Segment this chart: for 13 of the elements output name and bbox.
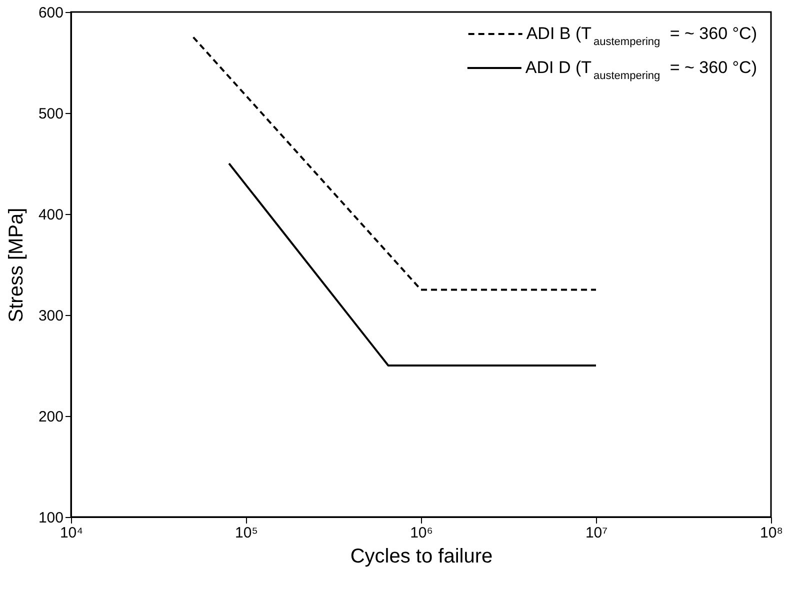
- y-tick-label: 500: [38, 106, 64, 122]
- y-tick-label: 100: [38, 510, 64, 526]
- y-tick-label: 200: [38, 408, 64, 426]
- y-axis-title: Stress [MPa]: [5, 208, 28, 322]
- x-tick-label: 10⁴: [60, 524, 84, 542]
- x-tick-label: 10⁸: [760, 524, 784, 542]
- x-tick-label: 10⁶: [410, 524, 433, 542]
- x-tick-label: 10⁷: [585, 524, 608, 542]
- x-axis-title: Cycles to failure: [350, 546, 493, 568]
- y-tick-label: 300: [38, 308, 64, 324]
- y-tick-label: 600: [38, 4, 64, 22]
- x-tick-label: 10⁵: [235, 524, 258, 542]
- y-tick-label: 400: [38, 206, 64, 224]
